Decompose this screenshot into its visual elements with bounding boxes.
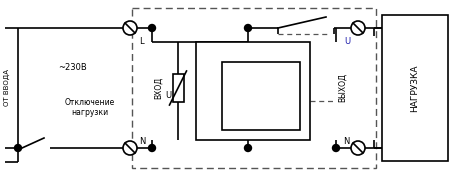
Text: ВХОД: ВХОД: [153, 77, 162, 99]
Text: Отключение
нагрузки: Отключение нагрузки: [65, 98, 115, 117]
Circle shape: [148, 24, 156, 32]
Circle shape: [123, 21, 137, 35]
Text: N: N: [139, 137, 146, 146]
Circle shape: [148, 144, 156, 152]
Text: ОТ ВВОДА: ОТ ВВОДА: [4, 70, 10, 106]
Text: L: L: [139, 37, 144, 46]
Bar: [172, 74, 183, 102]
Text: НАГРУЗКА: НАГРУЗКА: [410, 64, 420, 112]
Circle shape: [15, 144, 21, 152]
Circle shape: [244, 24, 252, 32]
Circle shape: [333, 144, 339, 152]
Text: ВЫХОД: ВЫХОД: [338, 74, 347, 102]
Text: N: N: [344, 137, 350, 146]
Bar: [382, 15, 448, 161]
Bar: [196, 42, 310, 140]
Circle shape: [351, 21, 365, 35]
Bar: [222, 62, 300, 130]
Bar: [132, 8, 376, 168]
Text: U: U: [344, 37, 350, 46]
Circle shape: [123, 141, 137, 155]
Circle shape: [351, 141, 365, 155]
Circle shape: [244, 144, 252, 152]
Text: U: U: [165, 91, 172, 100]
Text: ~230В: ~230В: [58, 64, 86, 73]
